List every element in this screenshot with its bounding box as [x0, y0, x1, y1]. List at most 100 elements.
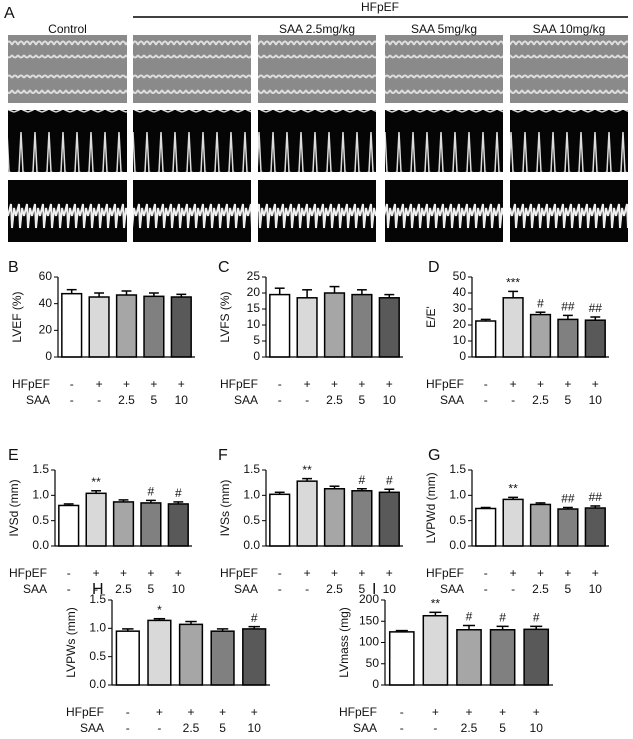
row-value: - — [67, 566, 71, 580]
bar — [178, 623, 204, 686]
echo-image — [385, 35, 503, 103]
bar — [115, 630, 140, 686]
y-tick-label: 10 — [453, 333, 467, 347]
significance: * — [157, 603, 162, 617]
column-label: SAA 5mg/kg — [411, 22, 477, 36]
row-label: HFpEF — [220, 566, 258, 580]
bar — [170, 296, 192, 358]
row-value: + — [120, 566, 127, 580]
row-value: - — [484, 393, 488, 407]
row-value: + — [465, 705, 472, 719]
row-label: HFpEF — [12, 377, 50, 391]
row-value: 5 — [148, 582, 155, 596]
significance: # — [386, 473, 393, 487]
y-tick-label: 1.0 — [243, 488, 260, 502]
bar — [88, 296, 110, 358]
panel-letter: F — [218, 447, 228, 464]
row-value: - — [400, 721, 404, 735]
row-value: - — [433, 721, 437, 735]
row-label: SAA — [353, 721, 377, 735]
row-value: 2.5 — [115, 582, 132, 596]
echo-image — [8, 110, 127, 172]
row-label: SAA — [234, 393, 258, 407]
y-tick-label: 15 — [247, 301, 261, 315]
y-tick-label: 0.5 — [449, 513, 466, 527]
y-axis-label: LVPWs (mm) — [64, 607, 78, 677]
group-label: HFpEF — [361, 0, 399, 14]
y-axis-label: E/E' — [424, 306, 438, 328]
y-tick-label: 0 — [253, 349, 260, 363]
y-tick-label: 40 — [39, 296, 53, 310]
row-value: + — [331, 566, 338, 580]
row-value: + — [537, 566, 544, 580]
bar — [351, 293, 373, 358]
y-tick-label: 0 — [459, 349, 466, 363]
echo-image — [385, 180, 503, 242]
significance: ## — [561, 300, 575, 314]
row-value: + — [123, 377, 130, 391]
significance: # — [359, 473, 366, 487]
row-value: 5 — [151, 393, 158, 407]
bar — [422, 614, 449, 686]
echo-image — [510, 110, 628, 172]
significance: # — [148, 485, 155, 499]
y-tick-label: 0 — [372, 677, 379, 691]
bar — [557, 508, 579, 547]
row-value: - — [70, 393, 74, 407]
row-value: + — [358, 377, 365, 391]
y-tick-label: 0.0 — [449, 538, 466, 552]
echo-image — [258, 180, 376, 242]
row-value: + — [175, 566, 182, 580]
row-value: - — [278, 393, 282, 407]
y-tick-label: 0 — [45, 349, 52, 363]
row-value: - — [305, 582, 309, 596]
y-axis-label: LVmass (mg) — [337, 607, 351, 677]
bar — [475, 320, 497, 358]
significance: ** — [431, 596, 441, 610]
row-value: + — [331, 377, 338, 391]
y-tick-label: 1.0 — [32, 488, 49, 502]
echo-image — [510, 35, 628, 103]
echo-images — [8, 35, 628, 242]
row-value: + — [533, 705, 540, 719]
y-tick-label: 60 — [39, 269, 53, 283]
row-value: - — [157, 721, 161, 735]
y-tick-label: 25 — [247, 269, 261, 283]
bar — [489, 629, 516, 686]
row-value: + — [219, 705, 226, 719]
significance: # — [533, 611, 540, 625]
echo-image — [133, 35, 251, 103]
significance: ## — [589, 490, 603, 504]
row-value: + — [304, 566, 311, 580]
significance: ## — [561, 492, 575, 506]
y-tick-label: 0.5 — [32, 513, 49, 527]
row-label: HFpEF — [426, 566, 464, 580]
row-value: 5 — [499, 721, 506, 735]
y-tick-label: 150 — [359, 613, 379, 627]
row-value: - — [511, 582, 515, 596]
panel-letter: C — [218, 259, 230, 276]
bar — [269, 493, 291, 547]
echo-image — [258, 110, 376, 172]
row-value: + — [432, 705, 439, 719]
bar — [115, 294, 138, 358]
panel-letter: H — [92, 581, 104, 598]
row-value: 10 — [589, 393, 603, 407]
row-value: - — [511, 393, 515, 407]
row-value: 5 — [359, 393, 366, 407]
row-label: SAA — [440, 393, 464, 407]
y-tick-label: 0.0 — [243, 538, 260, 552]
row-value: + — [93, 566, 100, 580]
row-value: + — [304, 377, 311, 391]
bar — [351, 490, 373, 547]
row-value: + — [386, 377, 393, 391]
row-value: 10 — [172, 582, 186, 596]
y-tick-label: 10 — [247, 317, 261, 331]
bar — [85, 492, 107, 547]
row-value: 5 — [219, 721, 226, 735]
bar — [61, 292, 83, 358]
significance: # — [537, 296, 544, 310]
row-value: - — [484, 377, 488, 391]
panel-letter: E — [8, 447, 19, 464]
echo-image — [133, 110, 251, 172]
